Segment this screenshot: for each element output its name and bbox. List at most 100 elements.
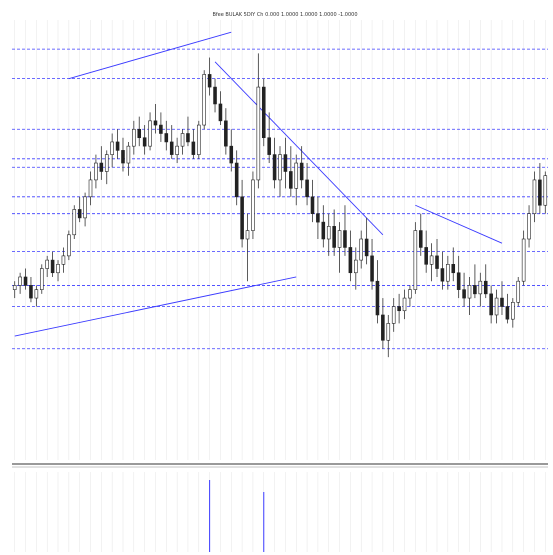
candle-body bbox=[12, 285, 17, 290]
candle-body bbox=[115, 141, 120, 151]
candle-body bbox=[126, 145, 131, 164]
candle-body bbox=[267, 137, 271, 155]
candle-body bbox=[489, 293, 493, 316]
candle-body bbox=[164, 133, 169, 143]
candle-body bbox=[67, 234, 71, 257]
candle-body bbox=[56, 264, 60, 274]
candle-body bbox=[261, 86, 266, 139]
candle-body bbox=[272, 154, 277, 181]
candle-body bbox=[29, 285, 33, 299]
candle-body bbox=[473, 285, 477, 295]
candle-body bbox=[153, 120, 158, 126]
candle-body bbox=[256, 86, 261, 181]
candle-body bbox=[72, 209, 77, 236]
candle-body bbox=[446, 264, 450, 282]
candle-body bbox=[348, 247, 353, 274]
candle-body bbox=[77, 209, 82, 219]
trendlines-layer bbox=[14, 31, 503, 337]
candle-body bbox=[326, 226, 331, 240]
candle-body bbox=[316, 213, 320, 223]
candle-body bbox=[213, 86, 217, 105]
candle-body bbox=[451, 264, 456, 274]
candle-body bbox=[83, 196, 87, 219]
candle-body bbox=[538, 179, 542, 206]
candle-body bbox=[224, 120, 228, 147]
candle-body bbox=[245, 230, 250, 240]
candle-body bbox=[94, 162, 98, 181]
candle-body bbox=[196, 124, 201, 155]
candle-body bbox=[207, 74, 212, 88]
candle-body bbox=[88, 179, 93, 198]
candle-body bbox=[110, 141, 114, 155]
candle-body bbox=[511, 301, 515, 320]
candle-body bbox=[354, 259, 358, 274]
candle-body bbox=[289, 171, 293, 189]
candle-body bbox=[218, 103, 223, 122]
candle-body bbox=[45, 259, 49, 269]
trendline bbox=[68, 31, 232, 80]
trendline bbox=[14, 276, 297, 337]
candle-body bbox=[494, 297, 499, 316]
candle-body bbox=[294, 162, 299, 189]
candle-body bbox=[386, 323, 391, 341]
candle-body bbox=[229, 145, 234, 164]
candle-body bbox=[180, 133, 185, 147]
candle-body bbox=[402, 297, 407, 312]
candle-body bbox=[175, 145, 179, 155]
candle-body bbox=[364, 238, 369, 257]
candle-body bbox=[191, 141, 196, 155]
candle-body bbox=[527, 213, 531, 240]
candle-body bbox=[121, 150, 125, 164]
candle-body bbox=[440, 268, 445, 282]
candle-body bbox=[429, 255, 434, 265]
candle-body bbox=[234, 162, 239, 198]
trendline bbox=[214, 61, 384, 236]
candle-body bbox=[142, 137, 147, 147]
candle-body bbox=[61, 255, 66, 265]
candle-body bbox=[137, 128, 142, 139]
candle-body bbox=[18, 276, 22, 286]
chart-title: Bfee BULAK 5DIY Ch 0.000 1.0000 1.0000 1… bbox=[212, 12, 357, 18]
candle-body bbox=[251, 179, 255, 231]
candle-body bbox=[39, 268, 44, 290]
candles-layer bbox=[12, 53, 548, 358]
candle-body bbox=[186, 133, 190, 143]
candle-body bbox=[337, 230, 342, 248]
trendline bbox=[415, 204, 503, 244]
candle-body bbox=[543, 175, 548, 206]
candle-body bbox=[418, 230, 423, 248]
candle-body bbox=[104, 154, 109, 172]
candle-body bbox=[23, 276, 28, 286]
candle-body bbox=[343, 230, 347, 248]
candle-body bbox=[202, 74, 206, 126]
candle-body bbox=[169, 141, 174, 155]
candle-body bbox=[408, 289, 412, 299]
candle-body bbox=[278, 154, 282, 181]
candle-body bbox=[505, 306, 510, 320]
candle-body bbox=[413, 230, 418, 290]
candle-body bbox=[424, 247, 428, 265]
candle-body bbox=[521, 238, 526, 282]
candle-body bbox=[299, 162, 304, 181]
candle-body bbox=[397, 306, 401, 312]
candle-body bbox=[483, 280, 488, 295]
candle-body bbox=[375, 280, 380, 316]
candle-body bbox=[516, 280, 521, 303]
candle-body bbox=[391, 306, 396, 324]
candle-body bbox=[159, 124, 163, 134]
candle-body bbox=[332, 226, 336, 248]
candle-body bbox=[283, 154, 288, 172]
candle-body bbox=[240, 196, 244, 240]
candle-body bbox=[132, 128, 136, 147]
candle-body bbox=[321, 221, 326, 240]
candle-body bbox=[381, 314, 385, 341]
candle-body bbox=[435, 255, 439, 269]
candle-body bbox=[456, 272, 461, 290]
volume-layer bbox=[209, 480, 265, 552]
candle-body bbox=[462, 289, 466, 299]
candle-body bbox=[500, 297, 504, 307]
candle-body bbox=[148, 120, 152, 147]
